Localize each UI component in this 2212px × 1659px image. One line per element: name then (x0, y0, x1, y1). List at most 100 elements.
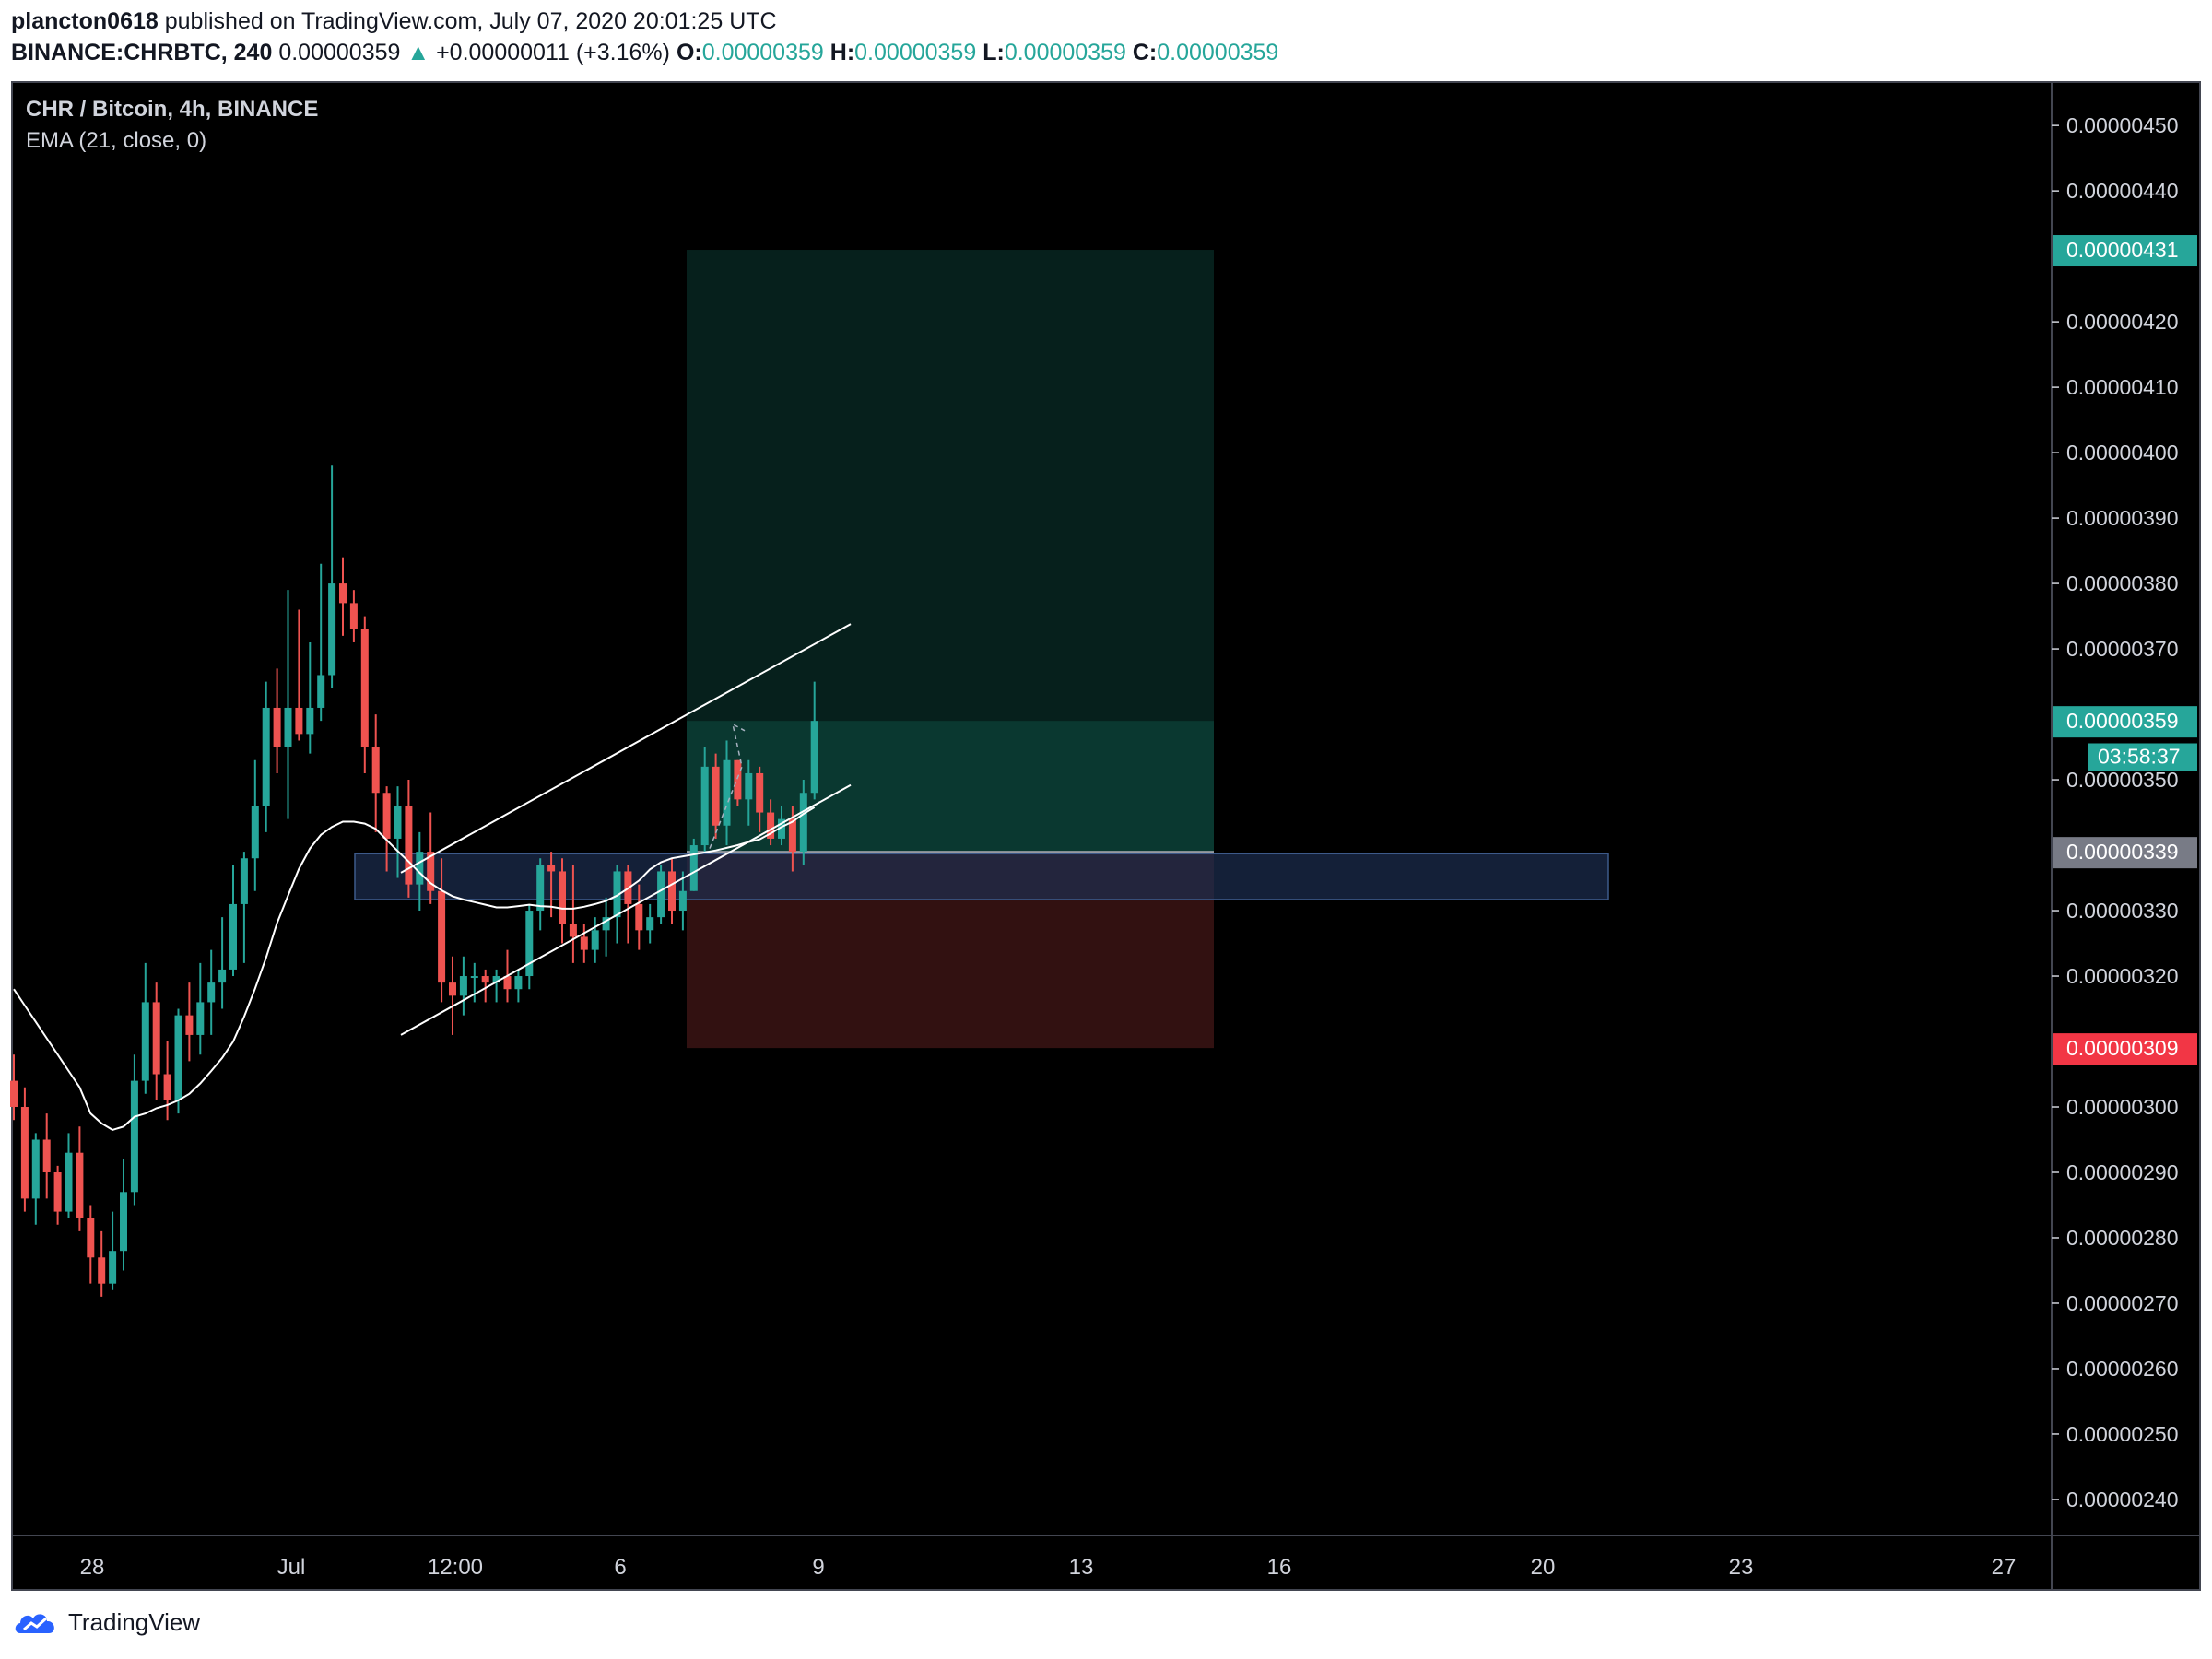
candle-body[interactable] (602, 917, 610, 931)
candle-body[interactable] (371, 747, 380, 794)
candle-body[interactable] (317, 675, 325, 708)
channel-upper-trendline[interactable] (400, 623, 852, 874)
candle-body[interactable] (87, 1218, 95, 1258)
candle-body[interactable] (339, 583, 347, 604)
candle-body[interactable] (810, 721, 818, 794)
candle-body[interactable] (635, 903, 643, 931)
candle-body[interactable] (459, 976, 467, 996)
candle-body[interactable] (174, 1015, 182, 1100)
candle-body[interactable] (591, 930, 599, 950)
candle-body[interactable] (295, 707, 303, 735)
candle-body[interactable] (10, 1080, 18, 1108)
candle-body[interactable] (559, 871, 566, 924)
candle-body[interactable] (723, 759, 731, 826)
target-zone-filled[interactable] (687, 721, 1214, 853)
candle-body[interactable] (778, 818, 785, 839)
candle-body[interactable] (382, 793, 391, 839)
candle-body[interactable] (646, 917, 654, 931)
candle-body[interactable] (196, 1002, 205, 1035)
candle-body[interactable] (470, 976, 478, 979)
candle-body[interactable] (130, 1080, 138, 1193)
candle-body[interactable] (306, 707, 314, 735)
candle-body[interactable] (416, 852, 424, 885)
x-tick-label: 6 (614, 1555, 626, 1580)
ema-indicator-label[interactable]: EMA (21, close, 0) (26, 128, 207, 153)
candle-body[interactable] (42, 1139, 51, 1172)
candle-body[interactable] (273, 707, 281, 747)
candle-body[interactable] (163, 1074, 171, 1100)
candle-body[interactable] (141, 1002, 149, 1081)
candle-body[interactable] (251, 806, 259, 859)
candle-body[interactable] (65, 1152, 73, 1212)
price-badge (2053, 837, 2197, 869)
candle-body[interactable] (405, 806, 413, 885)
candle-body[interactable] (449, 982, 456, 996)
y-tick-label: 0.00000450 (2066, 113, 2179, 137)
candle-body[interactable] (767, 812, 775, 839)
candle-body[interactable] (569, 924, 577, 937)
candle-body[interactable] (229, 903, 237, 970)
channel-lower-trendline[interactable] (400, 783, 852, 1036)
candle-body[interactable] (349, 603, 358, 629)
series-title[interactable]: CHR / Bitcoin, 4h, BINANCE (26, 97, 319, 122)
candle-body[interactable] (514, 976, 523, 990)
candle-body[interactable] (284, 707, 292, 747)
y-tick-label: 0.00000250 (2066, 1422, 2179, 1446)
candle-body[interactable] (76, 1152, 84, 1218)
high-label: H: (830, 40, 855, 65)
candle-body[interactable] (678, 890, 687, 912)
candle-body[interactable] (240, 858, 248, 904)
candle-body[interactable] (525, 911, 534, 977)
candle-body[interactable] (700, 766, 709, 846)
ohlc-line: BINANCE:CHRBTC, 240 0.00000359 ▲ +0.0000… (11, 37, 1278, 68)
publish-info: published on TradingView.com, July 07, 2… (158, 8, 777, 34)
candle-body[interactable] (360, 629, 369, 747)
candle-body[interactable] (328, 583, 336, 676)
price-badge-label: 0.00000359 (2066, 709, 2179, 733)
x-tick-label: 9 (812, 1555, 824, 1580)
candle-body[interactable] (799, 793, 807, 853)
candle-body[interactable] (689, 845, 698, 891)
candle-body[interactable] (218, 969, 227, 983)
candle-body[interactable] (20, 1107, 29, 1199)
y-axis: 0.00000450 0.00000440 0.00000420 0.00000410… (2052, 113, 2179, 1512)
tradingview-cloud-icon[interactable] (13, 1609, 59, 1637)
candle-body[interactable] (756, 772, 764, 813)
candle-body[interactable] (492, 976, 500, 983)
y-tick-label: 0.00000440 (2066, 179, 2179, 203)
y-tick-label: 0.00000300 (2066, 1095, 2179, 1119)
candle-body[interactable] (98, 1257, 106, 1284)
candle-body[interactable] (503, 976, 512, 990)
candle-body[interactable] (427, 852, 435, 891)
brand-name[interactable]: TradingView (68, 1608, 201, 1636)
x-tick-label: 23 (1729, 1555, 1754, 1580)
candle-body[interactable] (712, 766, 720, 826)
candle-body[interactable] (207, 982, 216, 1003)
candle-body[interactable] (53, 1172, 62, 1212)
candle-body[interactable] (394, 806, 402, 839)
price-badge (2053, 1033, 2197, 1065)
candle-body[interactable] (668, 871, 676, 912)
symbol-label: BINANCE:CHRBTC, 240 (11, 40, 273, 65)
author-name[interactable]: plancton0618 (11, 8, 159, 34)
candle-body[interactable] (262, 707, 270, 806)
candle-body[interactable] (613, 871, 621, 918)
candle-body[interactable] (31, 1139, 40, 1199)
candle-body[interactable] (185, 1015, 194, 1035)
candle-body[interactable] (580, 936, 588, 950)
candle-body[interactable] (745, 772, 753, 800)
candle-body[interactable] (109, 1251, 117, 1284)
candle-body[interactable] (788, 818, 796, 853)
candle-body[interactable] (547, 865, 556, 872)
x-tick-label: Jul (277, 1555, 306, 1580)
candle-body[interactable] (152, 1002, 160, 1075)
candle-body[interactable] (657, 871, 665, 918)
candle-body[interactable] (120, 1192, 127, 1252)
projection-path[interactable] (709, 723, 746, 849)
candle-body[interactable] (536, 865, 545, 912)
candle-body[interactable] (438, 890, 446, 983)
candle-body[interactable] (481, 976, 489, 983)
candle-body[interactable] (734, 759, 742, 800)
ema-line[interactable] (13, 806, 816, 1131)
